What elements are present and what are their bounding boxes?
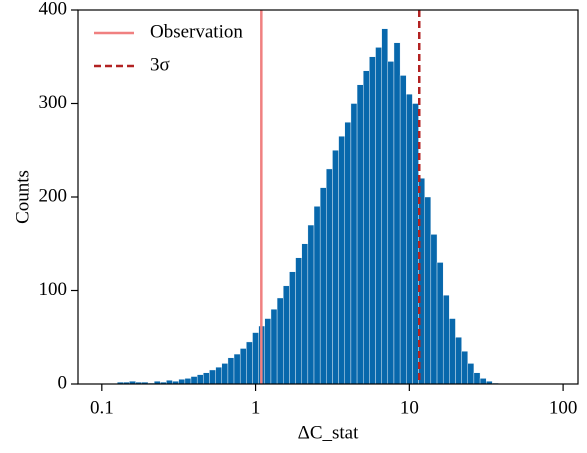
bar: [209, 369, 216, 385]
bar: [252, 332, 259, 385]
bar: [442, 294, 450, 385]
bar: [276, 297, 284, 385]
bar: [406, 93, 413, 385]
bar: [196, 374, 204, 385]
bar: [313, 206, 321, 385]
bar: [221, 363, 229, 385]
bar: [467, 363, 475, 385]
y-tick-label: 300: [39, 92, 68, 113]
bar: [399, 75, 407, 385]
y-tick-label: 400: [39, 0, 68, 19]
bar: [381, 28, 389, 385]
bar: [424, 196, 432, 385]
bar: [363, 70, 370, 385]
bar: [239, 348, 247, 385]
bar: [344, 121, 352, 385]
legend-label: Observation: [150, 21, 243, 42]
bar: [178, 379, 186, 385]
bar: [461, 351, 468, 385]
y-tick-label: 0: [58, 372, 68, 393]
bar: [283, 285, 290, 385]
y-tick-label: 100: [39, 279, 68, 300]
bar: [393, 42, 401, 385]
bar: [190, 376, 198, 385]
bar: [270, 309, 278, 385]
bar: [295, 257, 302, 385]
bar: [338, 136, 345, 385]
y-tick-label: 200: [39, 185, 68, 206]
bar: [289, 271, 296, 385]
bar: [301, 243, 309, 385]
bar: [375, 47, 382, 385]
bar: [430, 234, 438, 385]
bar: [455, 337, 462, 385]
bar: [412, 103, 419, 385]
bar: [203, 372, 210, 385]
bar: [473, 372, 481, 385]
bar: [449, 318, 456, 385]
bar: [479, 378, 487, 385]
bar: [264, 318, 272, 385]
x-axis-label: ΔC_stat: [298, 422, 359, 443]
bar: [319, 187, 327, 385]
bar: [246, 341, 253, 385]
bar: [387, 61, 395, 385]
x-tick-label: 100: [549, 397, 578, 418]
bar: [332, 150, 339, 385]
legend-label: 3σ: [150, 54, 170, 75]
x-tick-label: 10: [400, 397, 419, 418]
x-tick-label: 0.1: [90, 397, 114, 418]
bar: [350, 103, 358, 385]
bar: [326, 168, 333, 385]
bar: [233, 353, 241, 385]
bar: [356, 84, 364, 385]
bar: [436, 262, 444, 385]
bar: [215, 366, 222, 385]
bar: [369, 56, 376, 385]
bar: [227, 357, 235, 385]
y-axis-label: Counts: [12, 170, 33, 224]
x-tick-label: 1: [251, 397, 261, 418]
bar: [184, 378, 192, 385]
bar: [307, 224, 315, 385]
